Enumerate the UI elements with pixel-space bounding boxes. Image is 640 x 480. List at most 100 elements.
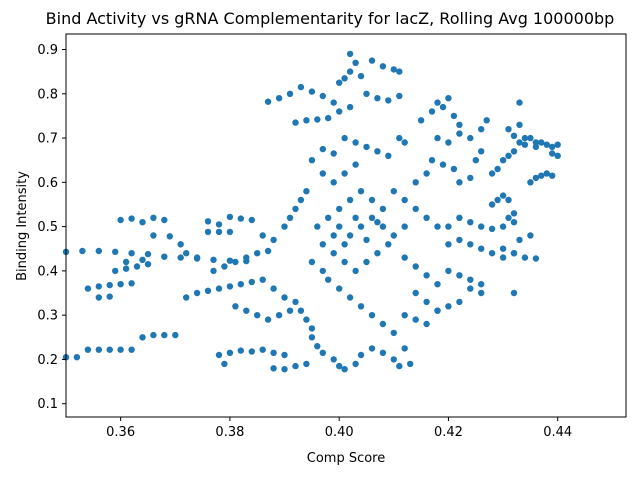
scatter-point — [396, 134, 403, 142]
scatter-point — [363, 258, 370, 266]
scatter-point — [423, 272, 430, 279]
x-tick-label: 0.38 — [215, 425, 244, 440]
scatter-point — [423, 320, 430, 328]
y-tick-label: 0.7 — [37, 132, 58, 147]
scatter-point — [117, 281, 124, 288]
scatter-point — [95, 294, 103, 301]
scatter-point — [478, 281, 485, 288]
scatter-point — [161, 216, 168, 224]
scatter-point — [352, 360, 359, 368]
scatter-point — [428, 157, 436, 164]
scatter-point — [112, 267, 119, 275]
scatter-point — [516, 99, 523, 106]
scatter-point — [379, 223, 387, 230]
x-tick-label: 0.40 — [325, 425, 354, 440]
scatter-point — [144, 250, 152, 258]
scatter-point — [352, 59, 359, 66]
scatter-point — [412, 316, 419, 323]
scatter-point — [488, 201, 496, 208]
scatter-point — [308, 157, 316, 164]
scatter-point — [336, 108, 343, 115]
scatter-point — [456, 121, 463, 128]
scatter-point — [401, 254, 408, 261]
scatter-point — [499, 245, 507, 252]
scatter-point — [445, 303, 452, 310]
scatter-point — [237, 347, 244, 354]
scatter-point — [150, 232, 157, 239]
scatter-point — [330, 232, 337, 239]
scatter-point — [439, 161, 447, 168]
scatter-point — [259, 276, 266, 283]
scatter-point — [417, 117, 425, 124]
scatter-point — [226, 283, 234, 290]
scatter-point — [95, 283, 103, 290]
scatter-point — [357, 223, 365, 230]
scatter-point — [330, 356, 337, 363]
scatter-point — [73, 354, 81, 361]
scatter-point — [95, 346, 103, 353]
scatter-point — [341, 258, 348, 266]
scatter-point — [336, 79, 343, 86]
scatter-point — [434, 281, 441, 288]
scatter-point — [319, 349, 326, 356]
scatter-point — [401, 139, 408, 146]
scatter-point — [401, 345, 408, 352]
scatter-point — [297, 83, 305, 91]
scatter-point — [330, 150, 337, 157]
scatter-point — [401, 196, 408, 204]
scatter-point — [467, 285, 474, 292]
scatter-point — [407, 360, 414, 368]
scatter-point — [516, 236, 523, 244]
scatter-point — [346, 50, 354, 58]
scatter-point — [445, 139, 452, 146]
scatter-point — [314, 343, 321, 350]
scatter-point — [434, 223, 441, 230]
scatter-point — [84, 346, 92, 353]
scatter-point — [319, 241, 326, 248]
scatter-point — [336, 205, 343, 213]
y-tick-label: 0.2 — [37, 353, 58, 368]
scatter-point — [325, 214, 332, 221]
scatter-point — [379, 320, 387, 328]
scatter-point — [532, 174, 540, 182]
scatter-point — [183, 294, 190, 301]
scatter-point — [352, 161, 359, 168]
scatter-point — [505, 152, 512, 159]
scatter-point — [385, 241, 392, 248]
scatter-point — [270, 236, 277, 244]
scatter-point — [161, 253, 168, 260]
scatter-point — [215, 285, 223, 292]
scatter-point — [543, 141, 550, 148]
scatter-point — [368, 214, 376, 221]
scatter-point — [488, 225, 496, 232]
scatter-point — [434, 99, 441, 106]
scatter-point — [341, 75, 348, 82]
plot-frame — [65, 33, 627, 418]
scatter-point — [494, 196, 501, 204]
scatter-point — [226, 257, 234, 264]
scatter-point — [434, 307, 441, 314]
scatter-point — [488, 250, 496, 257]
scatter-point — [128, 346, 135, 353]
scatter-point — [226, 349, 234, 356]
scatter-point — [510, 148, 518, 155]
scatter-point — [368, 57, 376, 64]
scatter-point — [374, 148, 381, 155]
scatter-point — [379, 205, 387, 213]
scatter-point — [510, 219, 518, 226]
scatter-point — [532, 139, 540, 146]
scatter-point — [445, 267, 452, 275]
scatter-point — [248, 348, 255, 355]
scatter-point — [538, 172, 545, 179]
scatter-point — [221, 263, 228, 270]
scatter-point — [467, 276, 474, 283]
scatter-point — [352, 139, 359, 146]
scatter-point — [248, 216, 255, 224]
scatter-point — [308, 334, 316, 341]
scatter-point — [368, 196, 376, 204]
scatter-point — [275, 312, 283, 319]
scatter-point — [521, 254, 529, 261]
scatter-point — [264, 98, 272, 105]
